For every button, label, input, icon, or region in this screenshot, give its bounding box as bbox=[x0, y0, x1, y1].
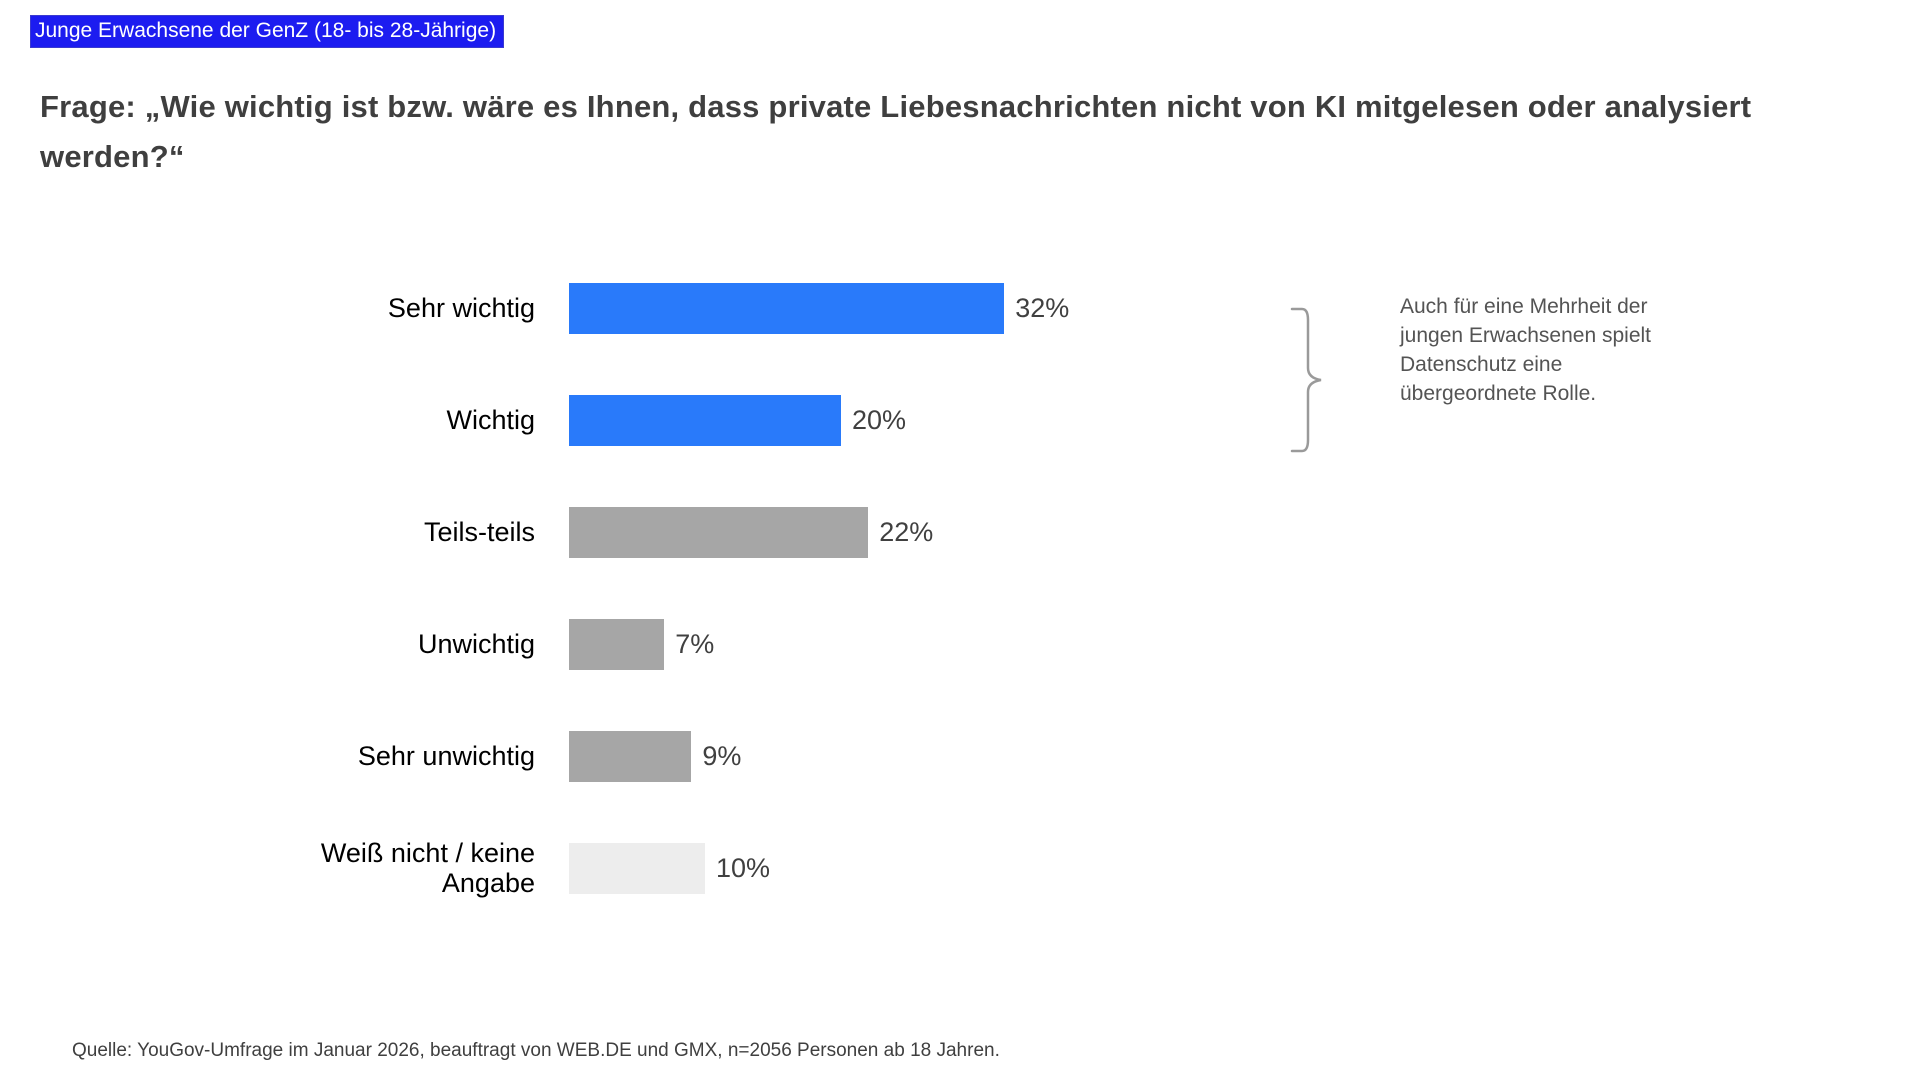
source-note: Quelle: YouGov-Umfrage im Januar 2026, b… bbox=[72, 1040, 1000, 1061]
category-label: Sehr unwichtig bbox=[357, 741, 535, 771]
annotation-text: Auch für eine Mehrheit der jungen Erwach… bbox=[1400, 295, 1651, 405]
chart-row: Sehr wichtig 32% bbox=[40, 252, 1069, 364]
bar bbox=[569, 282, 1005, 334]
value-label: 20% bbox=[852, 404, 907, 435]
bar bbox=[569, 506, 869, 558]
question-title: Frage: „Wie wichtig ist bzw. wäre es Ihn… bbox=[40, 89, 1752, 174]
chart-row: Sehr unwichtig 9% bbox=[40, 700, 1069, 812]
chart-row: Teils-teils 22% bbox=[40, 476, 1069, 588]
bar bbox=[569, 730, 692, 782]
curly-brace-icon bbox=[1290, 306, 1334, 459]
bar bbox=[569, 394, 841, 446]
bar bbox=[569, 842, 705, 894]
bar bbox=[569, 618, 665, 670]
value-label: 9% bbox=[702, 740, 742, 771]
value-label: 7% bbox=[675, 628, 715, 659]
chart-row: Unwichtig 7% bbox=[40, 588, 1069, 700]
value-label: 10% bbox=[716, 852, 771, 883]
bar-chart: Sehr wichtig 32% Wichtig 20% Teils-teils 22% U… bbox=[40, 252, 1069, 924]
value-label: 32% bbox=[1015, 292, 1070, 323]
category-label: Teils-teils bbox=[423, 517, 535, 547]
category-label: Sehr wichtig bbox=[387, 293, 535, 323]
category-label: Unwichtig bbox=[417, 629, 535, 659]
category-label: Wichtig bbox=[446, 405, 535, 435]
value-label: 22% bbox=[879, 516, 934, 547]
chart-row: Wichtig 20% bbox=[40, 364, 1069, 476]
audience-tag-highlighted: Junge Erwachsene der GenZ (18- bis 28-Jä… bbox=[30, 15, 505, 48]
category-label: Weiß nicht / keine Angabe bbox=[320, 838, 535, 898]
chart-row: Weiß nicht / keine Angabe 10% bbox=[40, 812, 1069, 924]
